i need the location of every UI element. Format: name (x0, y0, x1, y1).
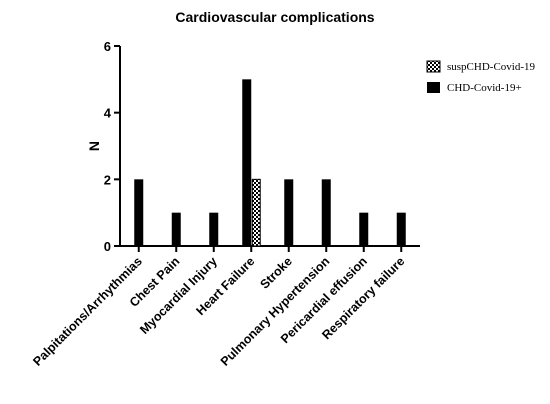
chart-title: Cardiovascular complications (175, 9, 374, 25)
y-axis: 0 2 4 6 (104, 39, 121, 254)
bar-chd-covid (134, 179, 144, 246)
legend-label-chd: CHD-Covid-19+ (447, 82, 522, 94)
legend-label-suspchd: suspCHD-Covid-19 (447, 61, 536, 73)
x-axis (120, 245, 420, 252)
legend: suspCHD-Covid-19 CHD-Covid-19+ (426, 60, 536, 94)
bar-chd-covid (209, 212, 219, 246)
y-tick-label: 0 (104, 239, 111, 254)
bar-chd-covid (321, 179, 331, 246)
legend-swatch-chd (427, 82, 440, 93)
category-label: Palpitations/Arrhythmias (30, 254, 145, 369)
bar-chd-covid (284, 179, 294, 246)
bar-chd-covid (359, 212, 369, 246)
bar-chd-covid (171, 212, 181, 246)
bar-chd-covid (396, 212, 406, 246)
y-tick-label: 6 (104, 39, 111, 54)
bar-suspchd-covid (251, 178, 261, 247)
y-tick-label: 2 (104, 172, 111, 187)
bar-chd-covid (242, 79, 252, 246)
bars (134, 79, 406, 247)
y-axis-title: N (86, 141, 102, 151)
y-tick-label: 4 (104, 106, 112, 121)
legend-swatch-suspchd (426, 60, 441, 73)
